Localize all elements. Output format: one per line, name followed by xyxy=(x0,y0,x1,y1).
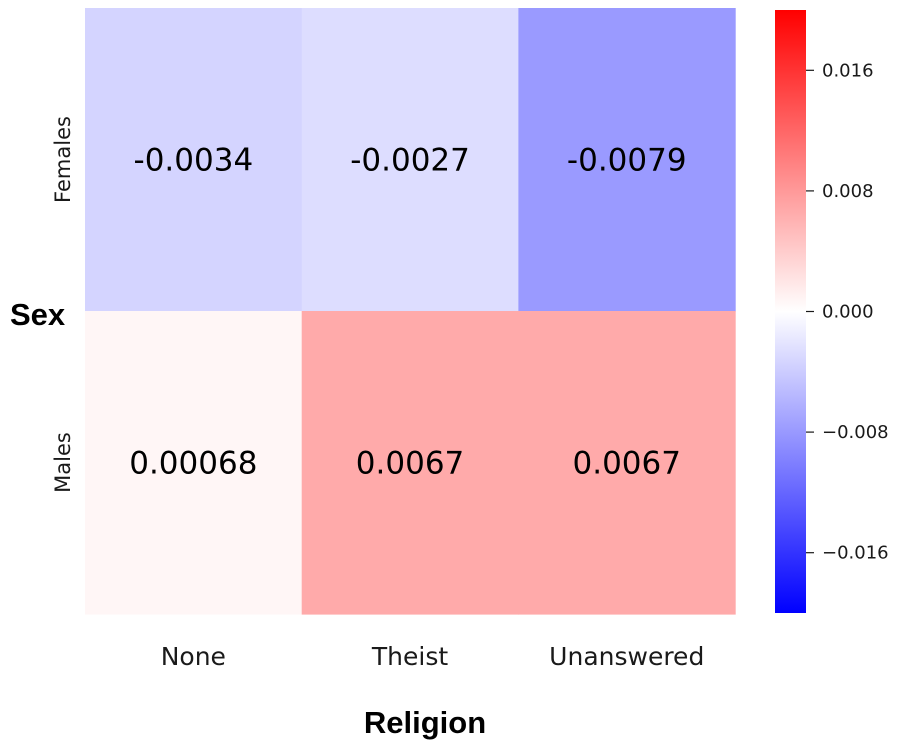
colorbar-tick-label: 0.000 xyxy=(822,302,874,323)
y-tick-label: Females xyxy=(51,116,75,203)
heatmap-cell-label: 0.0067 xyxy=(356,446,464,482)
heatmap-cell-label: -0.0027 xyxy=(350,143,470,179)
colorbar xyxy=(775,10,806,613)
x-tick-label: None xyxy=(161,642,226,671)
colorbar-tick-label: −0.008 xyxy=(822,422,889,443)
colorbar-tick-label: −0.016 xyxy=(822,543,889,564)
colorbar-ticks: 0.016 0.008 0.000 −0.008 −0.016 xyxy=(806,60,889,564)
heatmap-cell-label: -0.0034 xyxy=(134,143,254,179)
heatmap-cell xyxy=(85,8,303,312)
colorbar-tick-label: 0.016 xyxy=(822,60,874,81)
heatmap-cell-label: 0.0067 xyxy=(573,446,681,482)
x-axis-title: Religion xyxy=(364,705,486,740)
heatmap-cell-labels: -0.0034 -0.0027 -0.0079 0.00068 0.0067 0.0067 xyxy=(129,143,686,482)
heatmap-cell xyxy=(301,311,519,615)
x-tick-label: Unanswered xyxy=(549,642,704,671)
y-axis-title: Sex xyxy=(10,297,66,332)
heatmap-cell xyxy=(518,311,736,615)
heatmap-cell xyxy=(85,311,303,615)
y-tick-labels: Females Males xyxy=(51,116,75,493)
heatmap-cell-label: -0.0079 xyxy=(567,143,687,179)
colorbar-tick-label: 0.008 xyxy=(822,181,874,202)
heatmap-cell-label: 0.00068 xyxy=(129,446,257,482)
heatmap-cells xyxy=(85,8,736,615)
heatmap-cell xyxy=(301,8,519,312)
heatmap-cell xyxy=(518,8,736,312)
y-tick-label: Males xyxy=(51,432,75,493)
x-tick-label: Theist xyxy=(371,642,448,671)
x-tick-labels: None Theist Unanswered xyxy=(161,642,705,671)
